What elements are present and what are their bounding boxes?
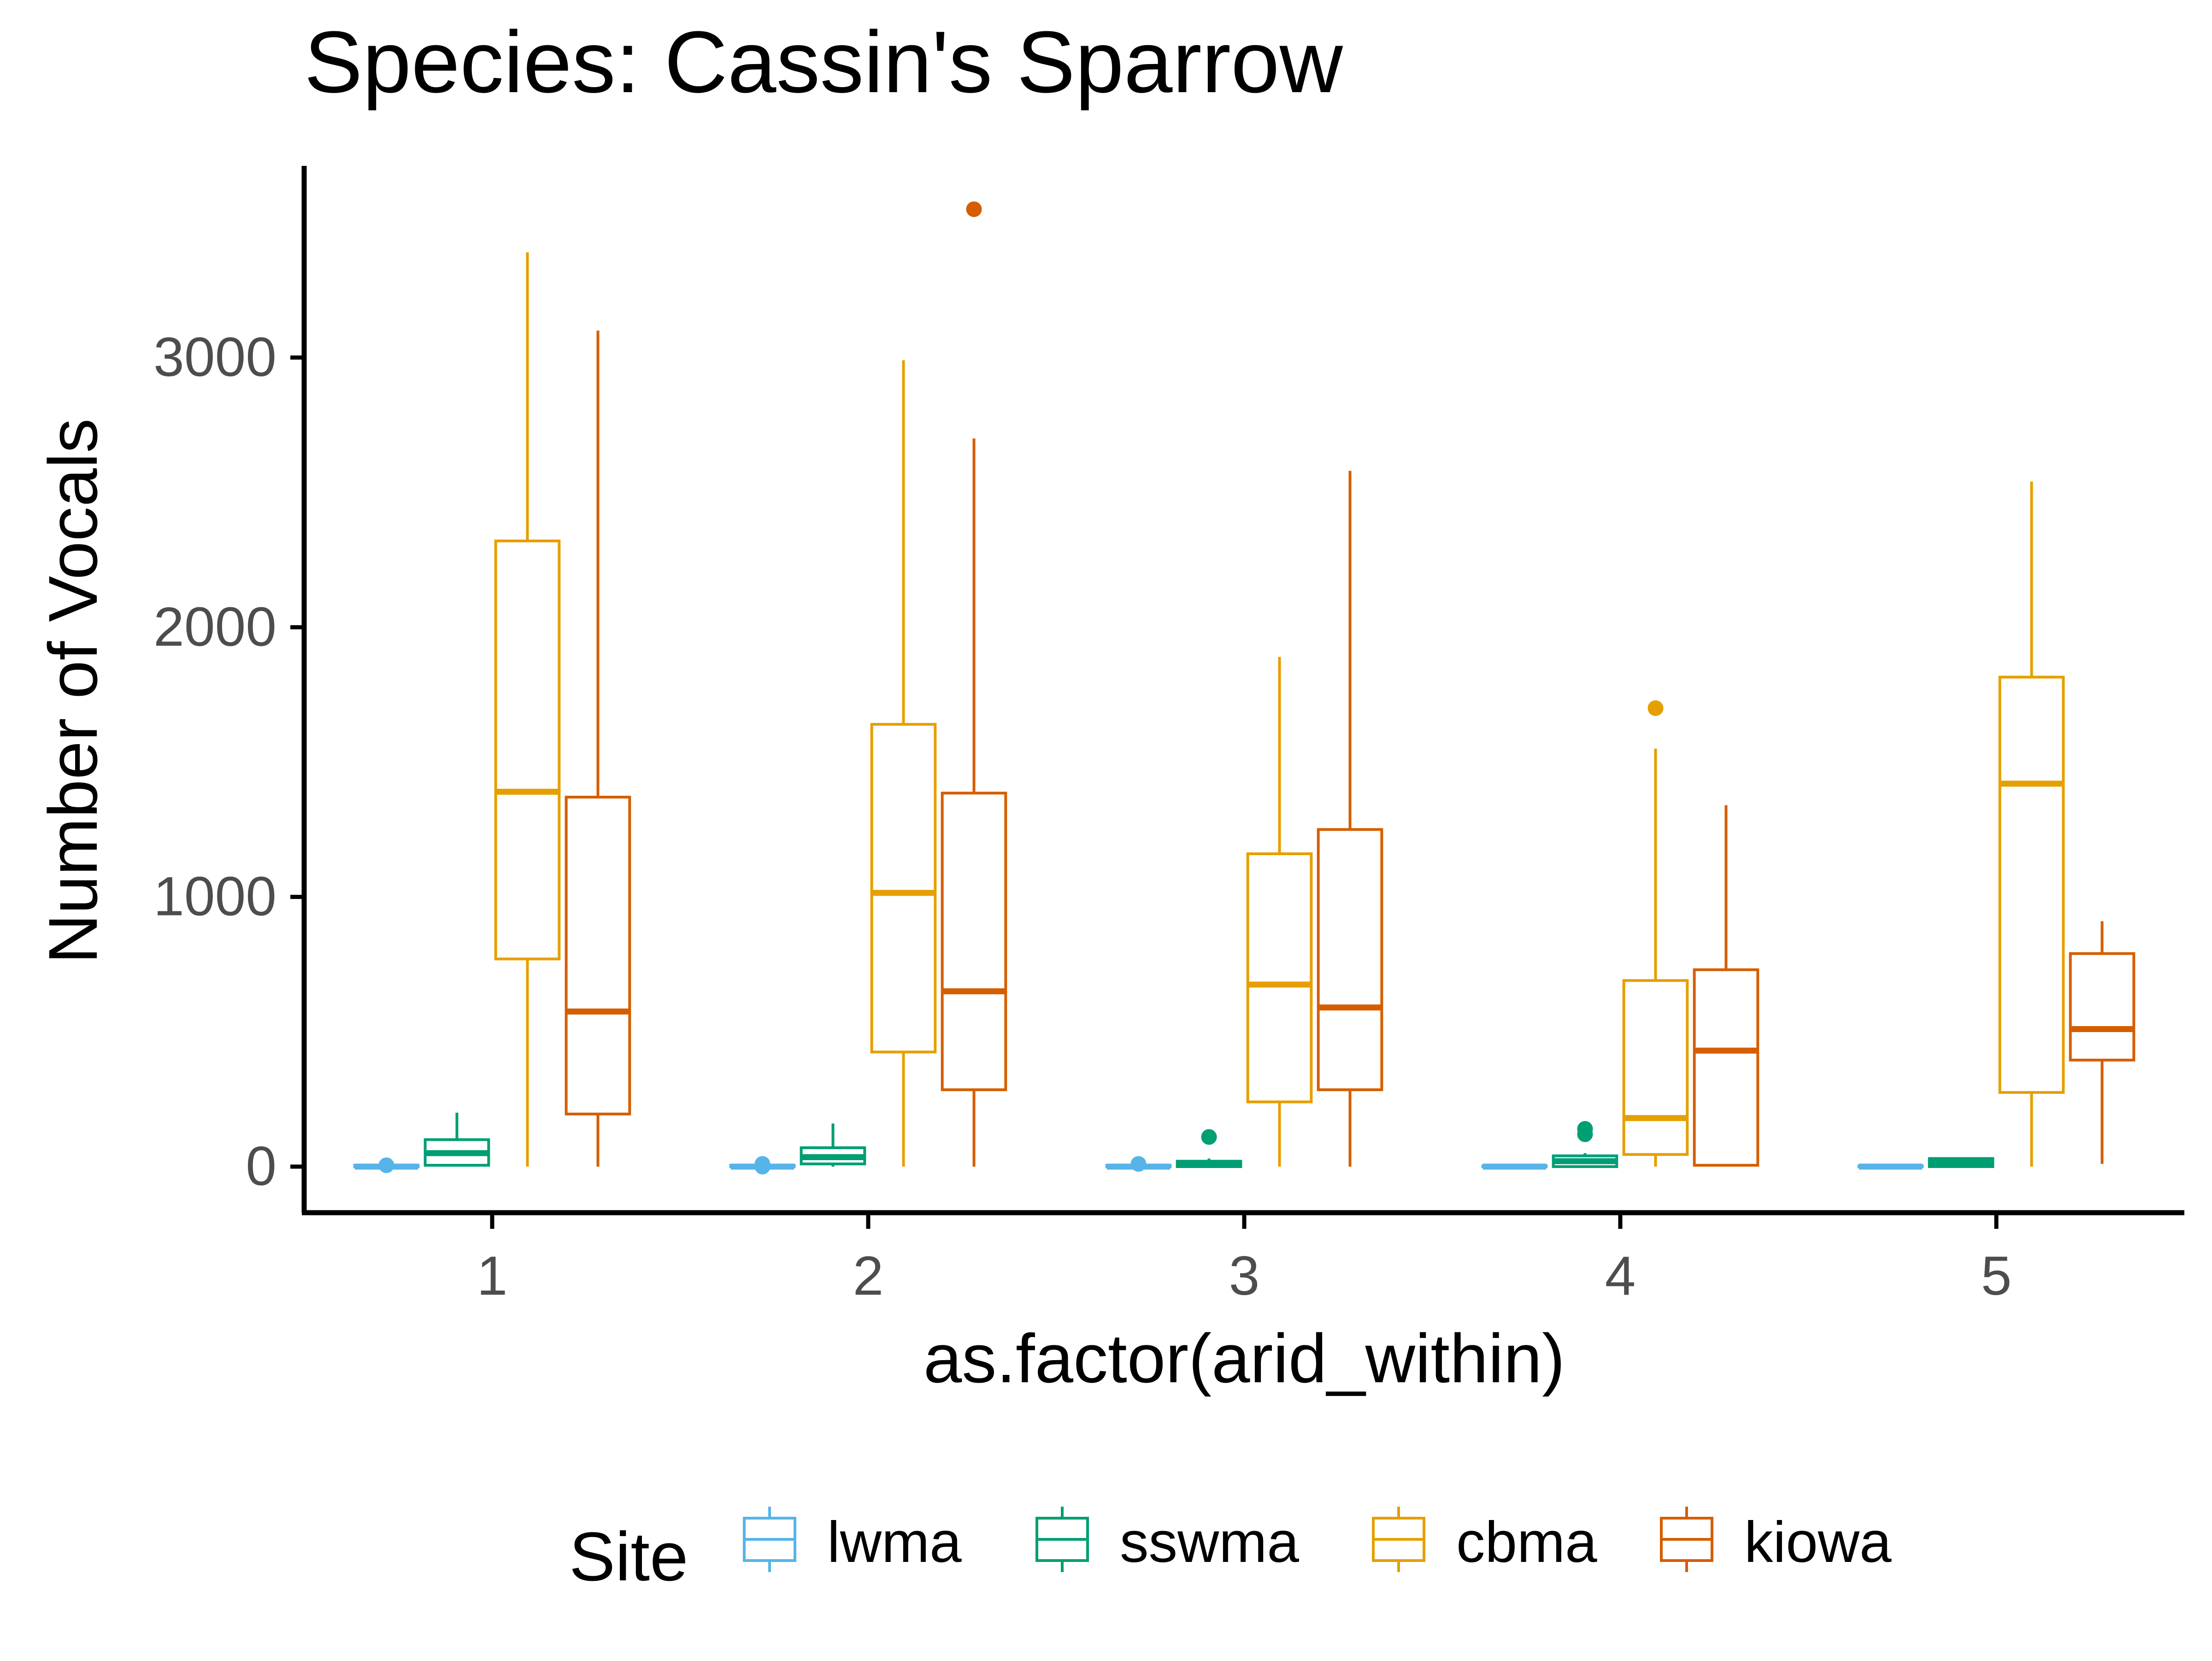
legend-item-kiowa: kiowa bbox=[1660, 1507, 1892, 1574]
box-lwma-4 bbox=[1481, 1163, 1548, 1170]
box-rect bbox=[1246, 852, 1313, 1103]
outlier-point bbox=[1201, 1129, 1217, 1145]
outlier-point bbox=[1130, 1156, 1147, 1172]
box-rect bbox=[1693, 968, 1759, 1167]
box-cbma-2 bbox=[870, 360, 937, 1167]
box-rect bbox=[1622, 979, 1689, 1156]
y-tick-label: 2000 bbox=[153, 596, 276, 657]
box-cbma-5 bbox=[1998, 481, 2065, 1167]
box-lwma-1 bbox=[353, 1157, 420, 1174]
box-lwma-2 bbox=[729, 1156, 796, 1174]
y-axis-ticks: 0 1000 2000 3000 bbox=[153, 326, 304, 1197]
legend-label: cbma bbox=[1456, 1510, 1597, 1574]
box-rect bbox=[494, 540, 561, 961]
y-tick-label: 1000 bbox=[153, 866, 276, 927]
x-tick-label: 1 bbox=[477, 1245, 508, 1307]
x-tick-label: 2 bbox=[853, 1245, 884, 1307]
box-rect bbox=[1317, 828, 1383, 1092]
box-sswma-3 bbox=[1176, 1129, 1242, 1168]
box-sswma-2 bbox=[800, 1123, 866, 1167]
legend-label: sswma bbox=[1120, 1510, 1299, 1574]
x-axis-ticks: 1 2 3 4 5 bbox=[477, 1213, 2012, 1307]
box-lwma-3 bbox=[1105, 1156, 1172, 1172]
y-axis-title: Number of Vocals bbox=[34, 418, 112, 964]
outlier-point bbox=[754, 1159, 771, 1174]
outlier-point bbox=[1647, 700, 1664, 716]
chart-title: Species: Cassin's Sparrow bbox=[304, 13, 1343, 111]
legend-item-lwma: lwma bbox=[743, 1507, 962, 1574]
y-tick-label: 3000 bbox=[153, 326, 276, 388]
box-cbma-1 bbox=[494, 252, 561, 1167]
outlier-point bbox=[1577, 1121, 1593, 1137]
box-rect bbox=[1998, 675, 2065, 1094]
outlier-point bbox=[378, 1157, 394, 1174]
box-lwma-5 bbox=[1857, 1163, 1924, 1170]
box-rect bbox=[565, 796, 631, 1115]
box-cbma-4 bbox=[1622, 700, 1689, 1167]
box-sswma-1 bbox=[424, 1112, 490, 1167]
x-tick-label: 5 bbox=[1981, 1245, 2012, 1307]
box-kiowa-5 bbox=[2069, 921, 2136, 1164]
legend-item-cbma: cbma bbox=[1372, 1507, 1597, 1574]
x-tick-label: 4 bbox=[1605, 1245, 1636, 1307]
box-kiowa-2 bbox=[941, 201, 1007, 1167]
box-sswma-4 bbox=[1552, 1121, 1618, 1168]
legend-label: kiowa bbox=[1744, 1510, 1892, 1574]
box-kiowa-1 bbox=[565, 330, 631, 1167]
box-sswma-5 bbox=[1928, 1157, 1994, 1168]
legend-label: lwma bbox=[827, 1510, 962, 1574]
box-rect bbox=[870, 723, 937, 1054]
box-rect bbox=[941, 792, 1007, 1092]
legend-title: Site bbox=[569, 1518, 688, 1595]
x-tick-label: 3 bbox=[1229, 1245, 1260, 1307]
box-rect bbox=[2069, 952, 2136, 1062]
box-cbma-3 bbox=[1246, 657, 1313, 1167]
box-kiowa-3 bbox=[1317, 470, 1383, 1167]
y-tick-label: 0 bbox=[246, 1135, 276, 1197]
legend: Site lwma sswma cbma kiowa bbox=[569, 1507, 1892, 1595]
legend-item-sswma: sswma bbox=[1035, 1507, 1299, 1574]
x-axis-title: as.factor(arid_within) bbox=[924, 1320, 1565, 1397]
box-kiowa-4 bbox=[1693, 805, 1759, 1167]
outlier-point bbox=[966, 201, 982, 217]
plot-area bbox=[353, 201, 2136, 1174]
